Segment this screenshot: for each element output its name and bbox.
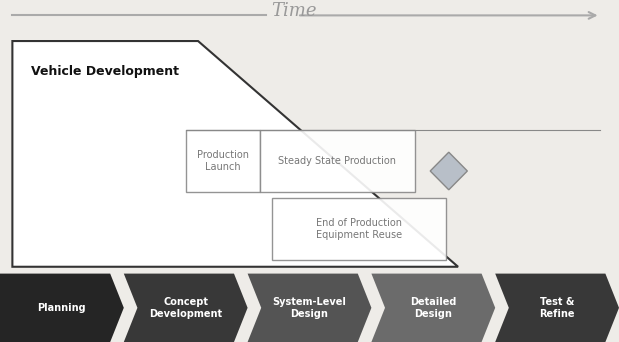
Polygon shape <box>124 274 248 342</box>
Polygon shape <box>430 152 467 190</box>
Text: Steady State Production: Steady State Production <box>279 156 396 166</box>
Text: Concept
Development: Concept Development <box>149 297 222 319</box>
Bar <box>260 130 415 192</box>
Text: Time: Time <box>271 2 317 20</box>
Text: Production
Launch: Production Launch <box>197 150 249 172</box>
Text: System-Level
Design: System-Level Design <box>272 297 347 319</box>
Bar <box>272 198 446 260</box>
Text: Test &
Refine: Test & Refine <box>539 297 575 319</box>
Polygon shape <box>495 274 619 342</box>
Text: Planning: Planning <box>38 303 86 313</box>
Text: Detailed
Design: Detailed Design <box>410 297 456 319</box>
Polygon shape <box>0 274 124 342</box>
Polygon shape <box>248 274 371 342</box>
Polygon shape <box>12 41 458 267</box>
Bar <box>186 130 260 192</box>
Text: Vehicle Development: Vehicle Development <box>31 65 180 78</box>
Text: End of Production
Equipment Reuse: End of Production Equipment Reuse <box>316 218 402 240</box>
Polygon shape <box>371 274 495 342</box>
